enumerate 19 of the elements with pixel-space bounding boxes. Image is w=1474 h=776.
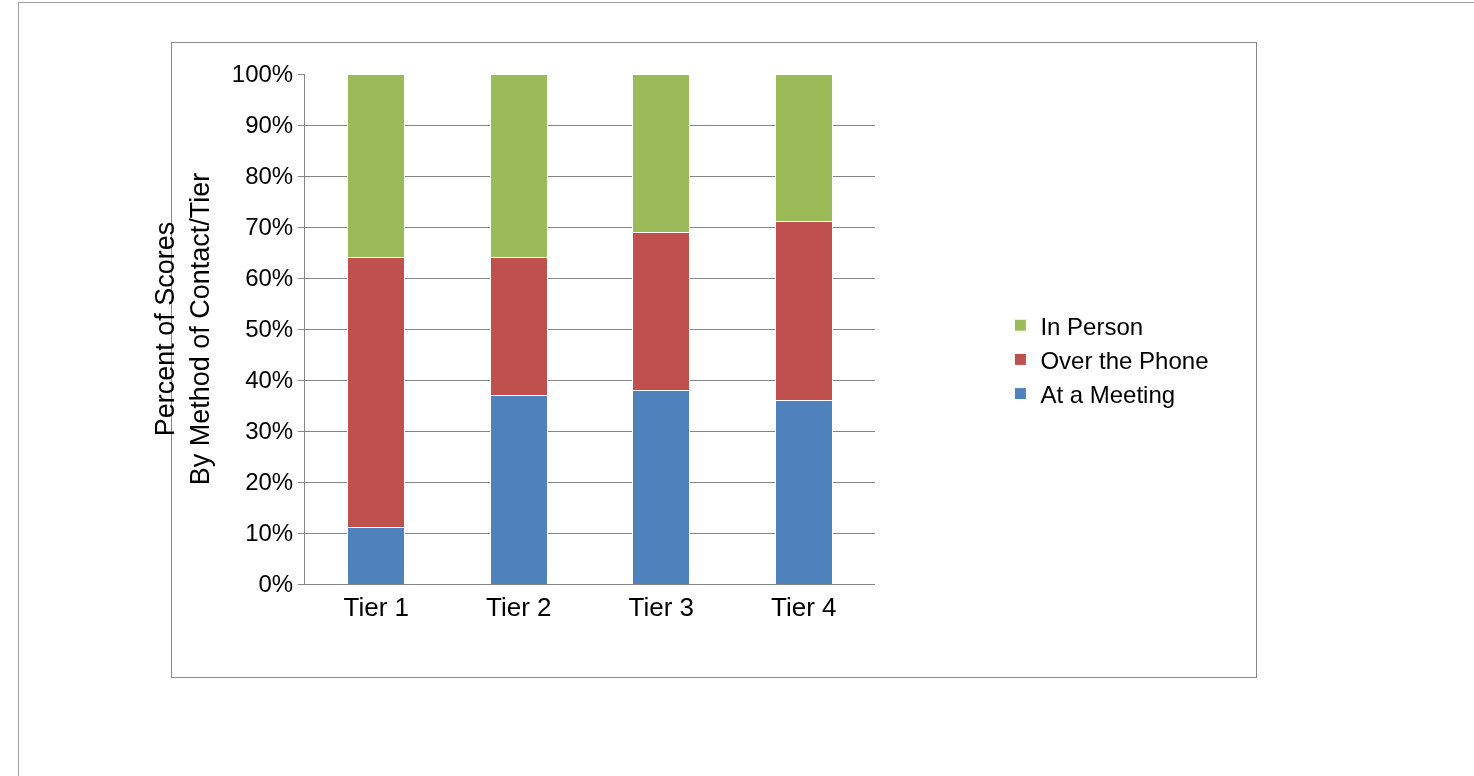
- y-tick-label: 90%: [245, 111, 294, 139]
- y-tick-label: 70%: [245, 213, 294, 241]
- y-tick-label: 60%: [245, 264, 294, 292]
- legend-label: In Person: [1040, 312, 1144, 340]
- legend-label: Over the Phone: [1040, 346, 1209, 374]
- y-tick-label: 100%: [231, 60, 294, 88]
- x-tick-label: Tier 3: [628, 592, 694, 623]
- y-tick-label: 0%: [258, 570, 294, 598]
- y-tick-label: 40%: [245, 366, 294, 394]
- x-tick-label: Tier 2: [486, 592, 552, 623]
- x-tick-label: Tier 4: [771, 592, 837, 623]
- y-tick-label: 80%: [245, 162, 294, 190]
- y-tick-label: 20%: [245, 468, 294, 496]
- legend-label: At a Meeting: [1040, 380, 1176, 408]
- y-tick-label: 50%: [245, 315, 294, 343]
- x-tick-label: Tier 1: [343, 592, 409, 623]
- y-tick-label: 30%: [245, 417, 294, 445]
- y-axis-title: Percent of Scores By Method of Contact/Tier: [149, 172, 215, 486]
- y-tick-label: 10%: [245, 519, 294, 547]
